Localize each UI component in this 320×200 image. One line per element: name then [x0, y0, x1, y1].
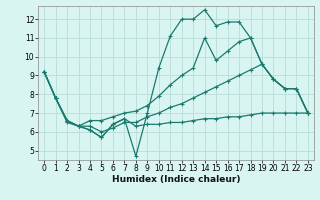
X-axis label: Humidex (Indice chaleur): Humidex (Indice chaleur) [112, 175, 240, 184]
